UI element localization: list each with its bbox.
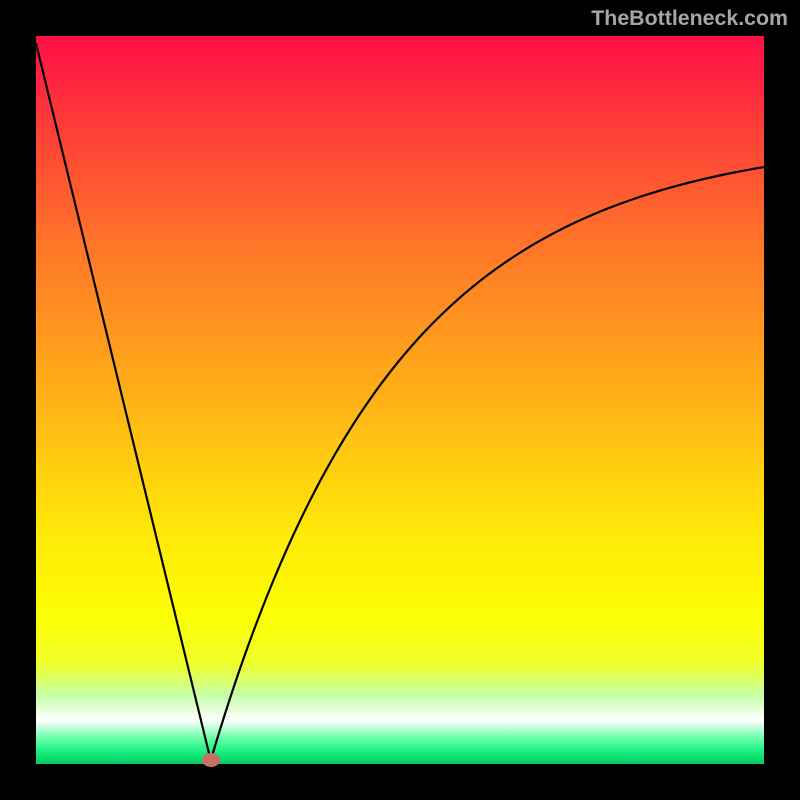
canvas-background: TheBottleneck.com xyxy=(0,0,800,800)
cusp-marker xyxy=(202,753,220,767)
plot-area xyxy=(36,36,764,764)
v-curve-path xyxy=(36,43,764,760)
watermark-text: TheBottleneck.com xyxy=(591,6,788,31)
chart-curve xyxy=(36,36,764,764)
